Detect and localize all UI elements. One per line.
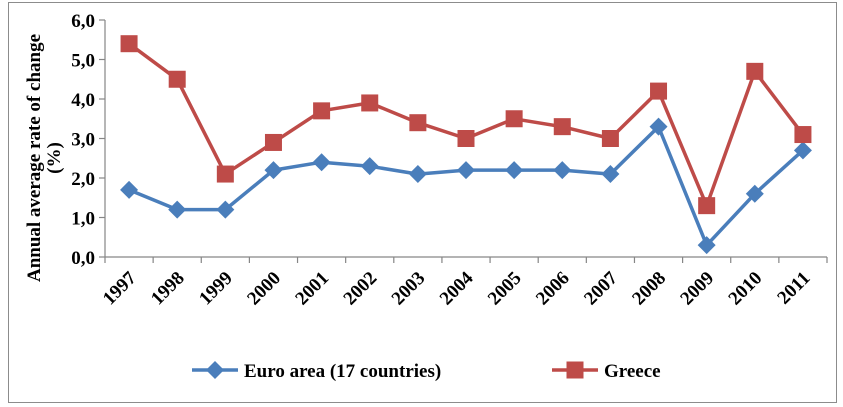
y-tick-label: 2,0 (71, 169, 95, 190)
data-point (553, 118, 571, 136)
data-point (409, 114, 427, 132)
series-2 (120, 35, 812, 215)
data-point (505, 161, 524, 180)
y-axis-title-line2: (%) (44, 142, 65, 174)
data-point (216, 165, 234, 183)
data-point (312, 153, 331, 172)
data-point (264, 133, 282, 151)
y-tick-label: 5,0 (71, 51, 95, 72)
data-point (650, 82, 668, 100)
data-point (120, 180, 139, 199)
y-axis-title-line1: Annual average rate of change (24, 34, 45, 282)
x-tick-label: 2006 (532, 268, 574, 310)
x-tick-label: 2011 (773, 268, 814, 309)
data-point (120, 35, 138, 53)
data-point (793, 141, 812, 160)
x-tick-label: 2005 (484, 268, 526, 310)
y-tick-label: 3,0 (71, 130, 95, 151)
x-tick-label: 2001 (291, 268, 333, 310)
series-layer (120, 35, 812, 255)
data-point (601, 130, 619, 147)
data-point (697, 236, 716, 255)
x-tick-label: 1999 (195, 268, 237, 310)
x-tick-label: 2004 (436, 267, 478, 309)
legend-item: Greece (552, 361, 661, 382)
legend-swatch-marker (206, 361, 224, 379)
data-point (361, 94, 379, 112)
legend-item: Euro area (17 countries) (192, 361, 441, 382)
data-point (360, 157, 379, 176)
series-1 (120, 117, 812, 255)
x-tick-label: 1997 (99, 267, 141, 309)
x-tick-label: 2008 (628, 268, 670, 310)
legend-label: Greece (604, 361, 661, 382)
x-tick-label: 2010 (725, 268, 767, 310)
data-point (408, 165, 427, 184)
y-tick-label: 4,0 (71, 90, 95, 111)
x-tick-label: 2000 (243, 268, 285, 310)
y-tick-label: 6,0 (71, 11, 95, 32)
x-tick-label: 1998 (147, 268, 189, 310)
x-tick-label: 2002 (340, 268, 382, 310)
data-point (313, 102, 331, 120)
data-point (457, 130, 475, 147)
data-point (698, 197, 716, 215)
x-tick-label: 2009 (676, 268, 718, 310)
legend-swatch-marker (566, 361, 584, 379)
y-tick-label: 0,0 (71, 248, 95, 269)
legend-label: Euro area (17 countries) (244, 361, 441, 382)
data-point (794, 126, 812, 144)
data-point (649, 117, 668, 136)
data-point (264, 161, 283, 180)
y-tick-label: 1,0 (71, 209, 95, 230)
x-tick-label: 2003 (388, 268, 430, 310)
legend: Euro area (17 countries) Greece (192, 361, 661, 382)
data-point (168, 200, 187, 219)
x-tick-label: 2007 (580, 267, 622, 309)
data-point (745, 184, 764, 203)
data-point (553, 161, 572, 180)
data-point (601, 165, 620, 184)
data-point (168, 70, 186, 88)
data-point (505, 110, 523, 128)
data-point (216, 200, 235, 219)
data-point (746, 62, 764, 80)
data-point (457, 161, 475, 180)
